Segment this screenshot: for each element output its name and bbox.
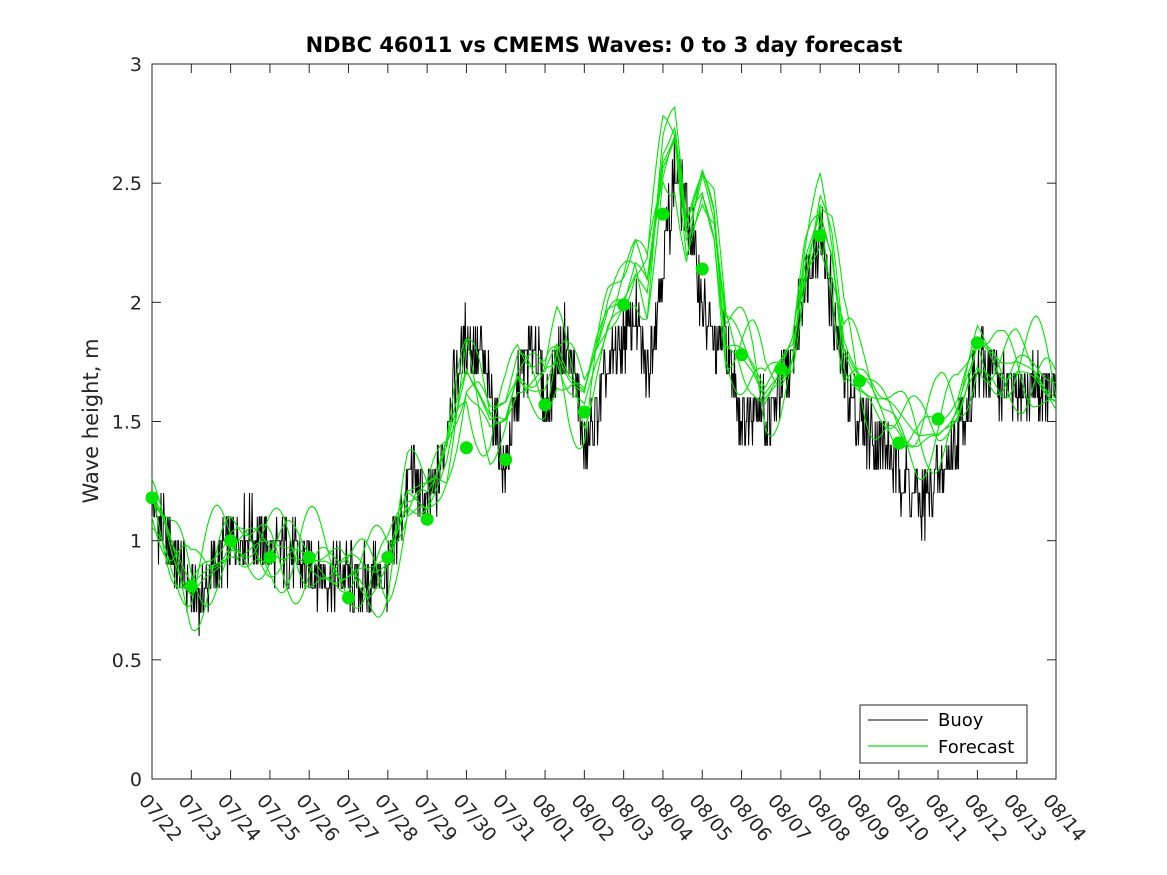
x-tick-label: 07/30	[449, 790, 501, 846]
y-axis: 0 0.5 1 1.5 2 2.5 3	[112, 54, 1056, 791]
x-tick-label: 08/02	[567, 790, 619, 846]
forecast-point	[970, 336, 984, 350]
forecast-point	[224, 534, 238, 548]
x-tick-label: 07/22	[134, 790, 186, 846]
series-group	[151, 105, 1057, 637]
forecast-point	[302, 550, 316, 564]
forecast-point	[656, 207, 670, 221]
legend-forecast-label: Forecast	[938, 737, 1014, 758]
x-tick-label: 08/14	[1038, 790, 1090, 846]
y-tick-label: 0	[130, 769, 142, 791]
y-tick-label: 2.5	[112, 173, 142, 195]
forecast-point	[420, 512, 434, 526]
y-tick-label: 3	[130, 54, 142, 76]
y-tick-label: 1.5	[112, 412, 142, 434]
forecast-line	[151, 168, 1057, 618]
x-tick-label: 07/25	[252, 790, 304, 846]
x-tick-label: 07/31	[488, 790, 540, 846]
forecast-point	[813, 229, 827, 243]
x-tick-label: 08/03	[606, 790, 658, 846]
y-axis-label: Wave height, m	[79, 338, 103, 503]
forecast-point	[852, 374, 866, 388]
forecast-line	[151, 135, 1057, 609]
forecast-point	[617, 298, 631, 312]
legend-buoy-label: Buoy	[938, 710, 984, 731]
forecast-point	[774, 362, 788, 376]
forecast-line	[151, 114, 1057, 632]
legend: Buoy Forecast	[859, 704, 1028, 764]
x-tick-label: 08/05	[684, 790, 736, 846]
forecast-markers	[145, 207, 984, 605]
x-tick-label: 07/28	[370, 790, 422, 846]
forecast-point	[892, 436, 906, 450]
x-tick-label: 08/13	[999, 790, 1051, 846]
forecast-point	[459, 441, 473, 455]
buoy-line	[151, 135, 1056, 637]
x-tick-label: 07/26	[291, 790, 343, 846]
forecast-point	[931, 412, 945, 426]
y-tick-label: 1	[130, 531, 142, 553]
y-tick-label: 2	[130, 292, 142, 314]
x-tick-label: 07/23	[173, 790, 225, 846]
forecast-point	[577, 405, 591, 419]
x-tick-label: 08/12	[960, 790, 1012, 846]
plot-area	[151, 63, 1057, 780]
x-tick-label: 08/11	[920, 790, 972, 846]
forecast-point	[695, 262, 709, 276]
forecast-point	[145, 491, 159, 505]
forecast-point	[184, 579, 198, 593]
forecast-point	[381, 550, 395, 564]
forecast-point	[263, 550, 277, 564]
forecast-point	[499, 453, 513, 467]
forecast-line	[151, 105, 1057, 607]
x-tick-label: 07/27	[331, 790, 383, 846]
x-tick-label: 08/08	[802, 790, 854, 846]
y-tick-label: 0.5	[112, 650, 142, 672]
x-tick-label: 07/29	[409, 790, 461, 846]
x-tick-label: 08/01	[527, 790, 579, 846]
x-tick-label: 08/04	[645, 790, 697, 846]
forecast-point	[342, 591, 356, 605]
legend-box	[859, 704, 1028, 764]
x-tick-label: 08/10	[881, 790, 933, 846]
forecast-point	[735, 348, 749, 362]
x-tick-label: 08/09	[842, 790, 894, 846]
x-tick-label: 08/06	[724, 790, 776, 846]
x-tick-label: 08/07	[763, 790, 815, 846]
forecast-point	[538, 398, 552, 412]
x-tick-label: 07/24	[213, 790, 265, 846]
chart-title: NDBC 46011 vs CMEMS Waves: 0 to 3 day fo…	[306, 33, 903, 57]
